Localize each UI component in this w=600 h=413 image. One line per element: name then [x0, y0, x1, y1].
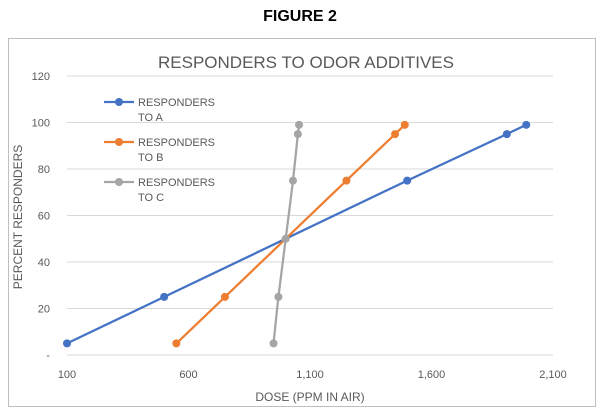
legend-label: TO A	[138, 112, 164, 124]
legend-label: RESPONDERS	[138, 137, 215, 149]
series-lines	[63, 120, 531, 348]
data-point	[293, 130, 302, 139]
y-tick-label: 100	[32, 118, 50, 130]
data-point	[403, 176, 412, 185]
legend-item-b: RESPONDERS TO B	[104, 137, 215, 164]
legend-label: TO C	[138, 192, 164, 204]
x-tick-label: 1,600	[418, 369, 446, 381]
legend-label: TO B	[138, 152, 163, 164]
data-point	[172, 339, 181, 348]
legend-swatch-marker	[115, 98, 123, 106]
legend-item-c: RESPONDERS TO C	[104, 177, 215, 204]
data-point	[63, 339, 71, 348]
legend-label: RESPONDERS	[138, 97, 215, 109]
legend-label: RESPONDERS	[138, 177, 215, 189]
gridlines	[67, 75, 553, 356]
data-point	[502, 130, 511, 139]
data-point	[288, 176, 297, 185]
data-point	[522, 120, 531, 129]
legend-swatch-marker	[115, 178, 123, 186]
legend-item-a: RESPONDERS TO A	[104, 97, 215, 124]
series-b	[172, 120, 409, 348]
y-tick-label: 120	[32, 71, 50, 83]
y-tick-label: 60	[38, 211, 50, 223]
y-tick-label: 40	[38, 257, 50, 269]
data-point	[342, 176, 351, 185]
data-point	[295, 120, 304, 129]
series-line	[66, 123, 527, 345]
y-axis-title: PERCENT RESPONDERS	[11, 145, 25, 289]
data-point	[274, 292, 283, 301]
data-point	[220, 292, 229, 301]
series-a	[63, 120, 531, 348]
x-tick-label: 1,100	[296, 369, 324, 381]
series-line	[175, 123, 406, 345]
x-axis-title: DOSE (PPM IN AIR)	[255, 390, 364, 404]
data-point	[269, 339, 278, 348]
chart-title: RESPONDERS TO ODOR ADDITIVES	[158, 53, 454, 72]
y-tick-labels: - 20 40 60 80 100 120	[32, 71, 51, 362]
data-point	[400, 120, 409, 129]
y-tick-label: 80	[38, 164, 50, 176]
y-tick-label: 20	[38, 304, 50, 316]
data-point	[391, 130, 400, 139]
x-tick-labels: 100 600 1,100 1,600 2,100	[58, 369, 567, 381]
data-point	[160, 292, 169, 301]
x-tick-label: 600	[179, 369, 197, 381]
x-tick-label: 2,100	[539, 369, 567, 381]
series-c	[269, 120, 304, 348]
y-tick-label: -	[46, 350, 50, 362]
figure-label: FIGURE 2	[263, 8, 337, 25]
x-tick-label: 100	[58, 369, 76, 381]
legend-swatch-marker	[115, 138, 123, 146]
data-point	[281, 234, 290, 243]
legend: RESPONDERS TO A RESPONDERS TO B RESPONDERS TO…	[104, 97, 215, 204]
